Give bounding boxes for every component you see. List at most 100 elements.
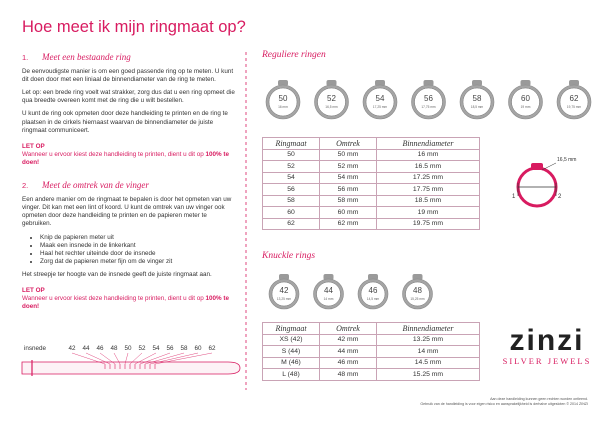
ring-circle: 42 13,25 mm: [268, 274, 300, 310]
note-text: Wanneer u ervoor kiest deze handleiding …: [22, 295, 206, 303]
section-number: 1.: [22, 53, 29, 62]
meter-size: 50: [124, 345, 132, 352]
paragraph: De eenvoudigste manier is om een goed pa…: [22, 68, 234, 84]
ring-hole: [511, 87, 540, 117]
ring-hole: [462, 87, 492, 117]
table-row: S (44) 44 mm 14 mm: [262, 345, 480, 358]
column-header: Ringmaat: [262, 322, 320, 335]
table-cell: 18.5 mm: [376, 194, 480, 207]
note-bold: 100%: [205, 150, 222, 158]
meter-guide: [149, 352, 199, 365]
ring-top: [423, 80, 434, 86]
table-row: 62 62 mm 19.75 mm: [262, 217, 480, 230]
step-list: Knip de papieren meter uitMaak een insne…: [22, 234, 236, 266]
step: Knip de papieren meter uit: [40, 234, 236, 242]
ring-size: 44: [324, 286, 333, 295]
note-bold: te doen!: [22, 295, 230, 311]
ring-top: [278, 80, 288, 86]
ring-size: 54: [376, 94, 385, 103]
note-bold: te doen!: [22, 150, 230, 166]
step: Zorg dat de papieren meter fijn om de vi…: [40, 258, 236, 266]
table-cell: 13.25 mm: [376, 333, 480, 346]
table-cell: 16.5 mm: [376, 160, 480, 173]
ring-size: 50: [279, 94, 288, 103]
meter-guide: [129, 352, 143, 365]
meter-size: 60: [194, 345, 202, 352]
footer-line: Gebruik van de handleiding is voor eigen…: [420, 402, 588, 406]
meter-size: 46: [96, 345, 104, 352]
note: Wanneer u ervoor kiest deze handleiding …: [22, 295, 236, 311]
table-cell: 17.25 mm: [376, 171, 480, 184]
page-title: Hoe meet ik mijn ringmaat op?: [22, 18, 246, 36]
table-cell: 14.5 mm: [376, 356, 480, 369]
ring-hole: [271, 281, 297, 307]
ring-diameter: 19 mm: [521, 105, 531, 109]
table-row: XS (42) 42 mm 13.25 mm: [262, 333, 480, 346]
table-cell: 54 mm: [319, 171, 377, 184]
table-cell: S (44): [262, 345, 320, 358]
ring-diameter: 14,5 mm: [367, 297, 380, 301]
ring-diameter: 18,5 mm: [471, 105, 484, 109]
logo-tagline: SILVER JEWELS: [502, 356, 592, 366]
diagram-label: 1: [512, 194, 516, 200]
column-header: Omtrek: [319, 322, 377, 335]
meter-size: 42: [68, 345, 76, 352]
header-row: Ringmaat Omtrek Binnendiameter: [262, 322, 480, 335]
ring-top: [412, 274, 423, 280]
ring-circle: 50 16 mm: [265, 80, 301, 120]
meter-size: 58: [180, 345, 188, 352]
section-number: 2.: [22, 181, 29, 191]
ring-circle: 52 16,5 mm: [314, 80, 349, 120]
meter-size: 44: [82, 345, 90, 352]
ring-top: [375, 80, 385, 86]
table-cell: 19.75 mm: [376, 217, 480, 230]
table-cell: 48 mm: [319, 368, 377, 381]
table-cell: 50 mm: [319, 148, 377, 161]
table-cell: 15.25 mm: [376, 368, 480, 381]
meter-size: 54: [152, 345, 160, 352]
meter-size: 56: [166, 345, 174, 352]
ring-size: 42: [280, 286, 289, 295]
ring-top: [520, 80, 531, 86]
table-cell: 42 mm: [319, 333, 377, 346]
ring-hole: [268, 87, 298, 117]
note: Wanneer u ervoor kiest deze handleiding …: [22, 151, 236, 167]
table-cell: 19 mm: [376, 206, 480, 219]
ring-hole: [414, 87, 443, 117]
size-table: Ringmaat Omtrek Binnendiameter XS (42) 42 mm…: [262, 322, 480, 381]
meter-guide: [124, 352, 129, 365]
ring-top: [323, 274, 334, 280]
table-cell: 62: [262, 217, 320, 230]
ring-diameter: 17,75 mm: [421, 105, 436, 109]
meter-guide: [99, 352, 116, 365]
table-cell: 54: [262, 171, 320, 184]
table-row: 60 60 mm 19 mm: [262, 206, 480, 219]
table-cell: 44 mm: [319, 345, 377, 358]
section-heading: Reguliere ringen: [262, 50, 326, 60]
diagram-measure: 16,5 mm: [557, 157, 576, 163]
table-cell: M (46): [262, 356, 320, 369]
logo-name: zinzi: [509, 324, 585, 357]
section-heading: 2. Meet de omtrek van de vinger: [22, 181, 236, 190]
table-row: 54 54 mm 17.25 mm: [262, 171, 480, 184]
step: Maak een insnede in de linkerkant: [40, 242, 236, 250]
table-row: 52 52 mm 16.5 mm: [262, 160, 480, 173]
section-title: Meet een bestaande ring: [42, 52, 131, 62]
table-row: M (46) 46 mm 14.5 mm: [262, 356, 480, 369]
ring-hole: [316, 281, 341, 307]
meter-guide: [139, 352, 171, 365]
table-cell: 58: [262, 194, 320, 207]
note-bold: 100%: [205, 295, 222, 303]
ring-diameter: 14 mm: [324, 297, 334, 301]
column-header: Binnendiameter: [376, 322, 480, 335]
header-row: Ringmaat Omtrek Binnendiameter: [262, 137, 480, 150]
paragraph: Het streepje ter hoogte van de insnede g…: [22, 270, 212, 278]
ring-hole: [559, 87, 589, 117]
footer: Aan deze handleiding kunnen geen rechten…: [420, 397, 588, 407]
meter-label: insnede: [24, 345, 47, 352]
table-cell: 60: [262, 206, 320, 219]
section-title: Meet de omtrek van de vinger: [42, 180, 149, 191]
ring-top: [326, 80, 337, 86]
table-cell: 52 mm: [319, 160, 377, 173]
